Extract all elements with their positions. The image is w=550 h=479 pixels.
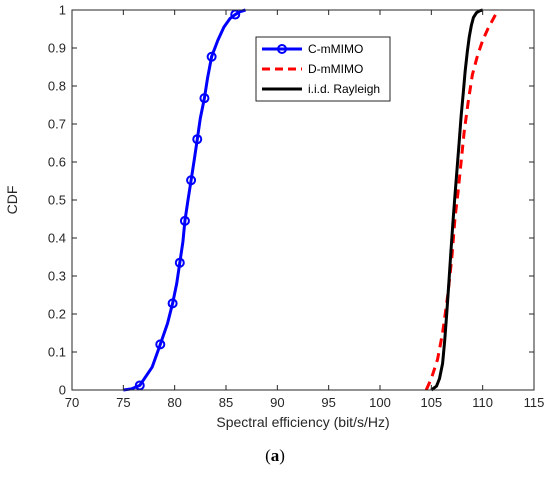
legend-marker <box>277 44 287 54</box>
series-line-c-mmimo <box>123 8 246 392</box>
legend: C-mMIMO D-mMIMO i.i.d. Rayleigh <box>255 36 391 102</box>
caption-close: ) <box>279 446 285 465</box>
y-tick-label: 0.9 <box>48 41 66 56</box>
cdf-chart: 70 75 80 85 90 95 100 105 110 115 0 0.1 0.2 0.3 0.4 0.5… <box>4 3 544 431</box>
y-tick-label: 1 <box>59 3 66 18</box>
data-point-c-mmimo <box>155 339 166 350</box>
x-tick-label: 85 <box>219 395 233 410</box>
x-tick-label: 115 <box>524 395 545 410</box>
plot-area <box>123 8 500 392</box>
series-line-d-mmimo <box>424 9 500 391</box>
y-tick-label: 0.3 <box>48 269 66 284</box>
x-tick-label: 70 <box>65 395 79 410</box>
legend-label: C-mMIMO <box>308 42 363 56</box>
y-tick-label: 0.5 <box>48 193 66 208</box>
data-point-c-mmimo <box>206 51 217 62</box>
y-tick-label: 0.7 <box>48 117 66 132</box>
data-point-c-mmimo <box>186 175 197 186</box>
y-tick-label: 0.4 <box>48 231 66 246</box>
caption-letter: a <box>270 446 280 465</box>
axes: 70 75 80 85 90 95 100 105 110 115 0 0.1 0.2 0.3 0.4 0.5… <box>4 3 544 431</box>
legend-label: i.i.d. Rayleigh <box>308 82 380 96</box>
x-tick-label: 80 <box>167 395 181 410</box>
y-tick-label: 0.6 <box>48 155 66 170</box>
x-tick-label: 100 <box>369 395 391 410</box>
figure-caption: (a) <box>0 446 550 466</box>
y-tick-label: 0 <box>59 383 66 398</box>
y-tick-label: 0.2 <box>48 307 66 322</box>
series-line-i-i-d-rayleigh <box>430 8 484 392</box>
data-point-c-mmimo <box>167 298 178 309</box>
x-tick-label: 95 <box>321 395 335 410</box>
y-tick-label: 0.1 <box>48 345 66 360</box>
x-tick-label: 90 <box>270 395 284 410</box>
caption-open: ( <box>265 446 271 465</box>
data-point-c-mmimo <box>134 380 145 391</box>
x-tick-label: 75 <box>116 395 130 410</box>
data-point-c-mmimo <box>179 215 190 226</box>
y-tick-label: 0.8 <box>48 79 66 94</box>
y-axis-label: CDF <box>4 186 20 215</box>
data-point-c-mmimo <box>192 134 203 145</box>
data-point-c-mmimo <box>199 93 210 104</box>
x-tick-label: 105 <box>420 395 442 410</box>
legend-label: D-mMIMO <box>308 62 363 76</box>
data-point-c-mmimo <box>230 9 241 20</box>
x-axis-label: Spectral efficiency (bit/s/Hz) <box>216 414 389 430</box>
data-point-c-mmimo <box>174 257 185 268</box>
x-tick-label: 110 <box>472 395 493 410</box>
